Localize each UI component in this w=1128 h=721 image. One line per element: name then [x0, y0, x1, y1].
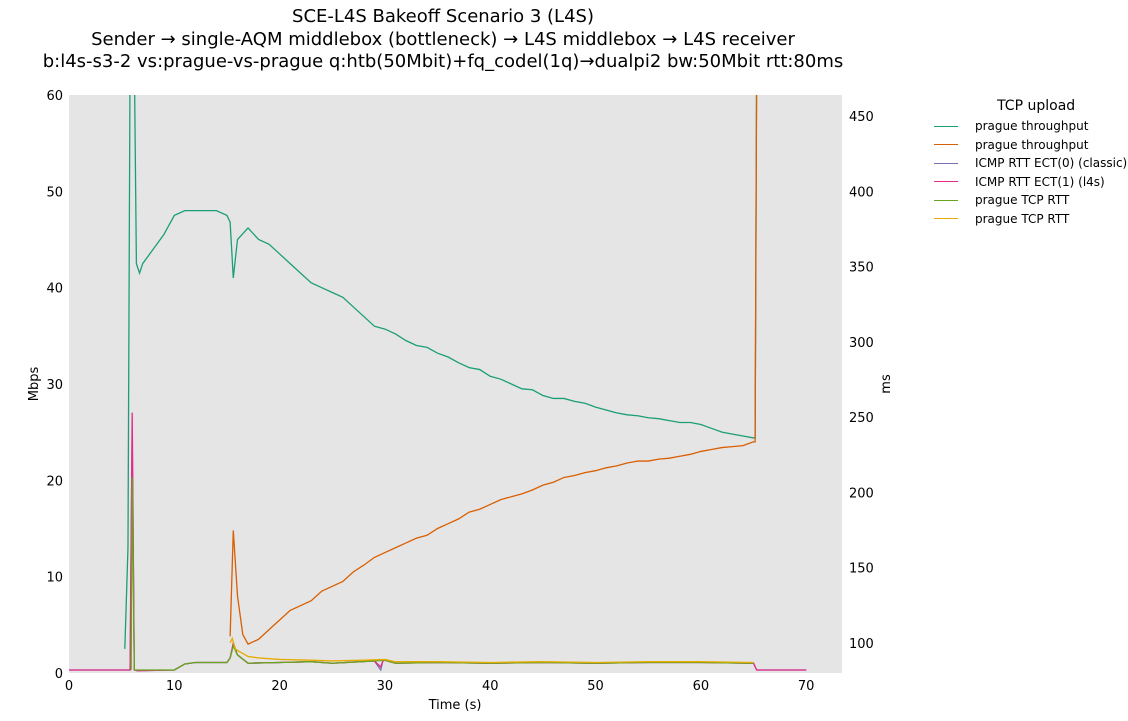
x-axis-label: Time (s): [428, 698, 482, 713]
x-tick-label: 20: [271, 679, 288, 694]
series-line-4: [130, 477, 754, 671]
y-axis-label: Mbps: [27, 367, 42, 402]
series-line-0: [124, 95, 758, 649]
y-tick-label: 0: [55, 667, 63, 682]
legend-item: prague throughput: [925, 117, 1127, 136]
legend-title: TCP upload: [997, 98, 1076, 114]
y-tick-label: 60: [46, 89, 63, 104]
legend-swatch: [934, 181, 958, 183]
x-tick-label: 40: [482, 679, 499, 694]
y2-tick-label: 250: [849, 411, 874, 426]
legend-label: prague TCP RTT: [975, 193, 1070, 208]
y2-tick-label: 350: [849, 261, 874, 276]
series-line-1: [229, 95, 758, 645]
legend-swatch: [934, 218, 958, 220]
y2-tick-label: 100: [849, 637, 874, 652]
y-tick-label: 20: [46, 474, 63, 489]
x-tick-label: 10: [166, 679, 183, 694]
legend-label: prague throughput: [975, 137, 1089, 152]
y2-tick-label: 300: [849, 336, 874, 351]
x-tick-label: 30: [377, 679, 394, 694]
plot-background: [69, 95, 842, 673]
chart-title-line3: b:l4s-s3-2 vs:prague-vs-prague q:htb(50M…: [42, 51, 844, 72]
y2-tick-label: 150: [849, 562, 874, 577]
legend-item: prague throughput: [925, 136, 1127, 155]
legend-swatch: [934, 125, 958, 127]
x-tick-label: 60: [693, 679, 710, 694]
x-tick-label: 70: [798, 679, 815, 694]
y-tick-label: 30: [46, 378, 63, 393]
y2-tick-label: 200: [849, 486, 874, 501]
chart-title-line1: SCE-L4S Bakeoff Scenario 3 (L4S): [292, 6, 594, 27]
legend-item: prague TCP RTT: [925, 210, 1127, 229]
legend-item: prague TCP RTT: [925, 191, 1127, 210]
legend-item: ICMP RTT ECT(0) (classic): [925, 154, 1127, 173]
y-tick-label: 50: [46, 185, 63, 200]
x-tick-label: 50: [587, 679, 604, 694]
chart-title-line2: Sender → single-AQM middlebox (bottlenec…: [91, 29, 795, 50]
y2-axis-label: ms: [879, 374, 894, 394]
legend-label: ICMP RTT ECT(1) (l4s): [975, 174, 1105, 189]
y-tick-label: 40: [46, 282, 63, 297]
legend-label: prague TCP RTT: [975, 211, 1070, 226]
legend-label: ICMP RTT ECT(0) (classic): [975, 156, 1128, 171]
series-line-5: [229, 636, 754, 664]
legend-swatch: [934, 144, 958, 146]
y2-tick-label: 400: [849, 185, 874, 200]
y-tick-label: 10: [46, 571, 63, 586]
legend-swatch: [934, 162, 958, 164]
x-tick-label: 0: [65, 679, 73, 694]
legend-swatch: [934, 199, 958, 201]
y2-tick-label: 450: [849, 110, 874, 125]
legend: TCP upload prague throughput prague throu…: [925, 98, 1127, 228]
legend-label: prague throughput: [975, 119, 1089, 134]
legend-item: ICMP RTT ECT(1) (l4s): [925, 173, 1127, 192]
